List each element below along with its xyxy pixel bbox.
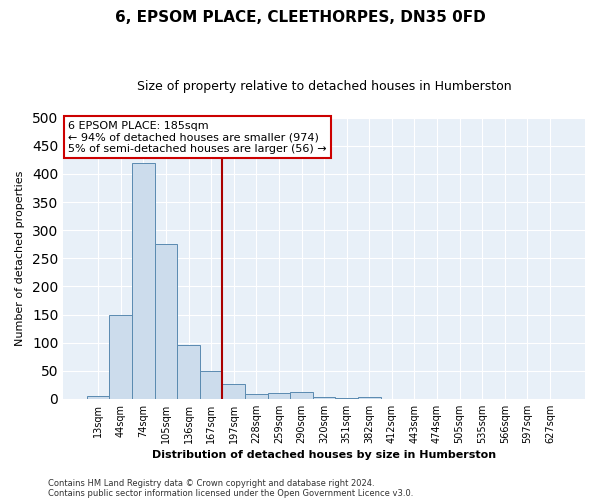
Bar: [358, 397, 380, 399]
Bar: [200, 370, 223, 399]
Bar: [155, 244, 177, 399]
Text: 6, EPSOM PLACE, CLEETHORPES, DN35 0FD: 6, EPSOM PLACE, CLEETHORPES, DN35 0FD: [115, 10, 485, 25]
Text: Contains public sector information licensed under the Open Government Licence v3: Contains public sector information licen…: [48, 488, 413, 498]
Title: Size of property relative to detached houses in Humberston: Size of property relative to detached ho…: [137, 80, 511, 93]
Bar: [245, 394, 268, 399]
X-axis label: Distribution of detached houses by size in Humberston: Distribution of detached houses by size …: [152, 450, 496, 460]
Text: Contains HM Land Registry data © Crown copyright and database right 2024.: Contains HM Land Registry data © Crown c…: [48, 478, 374, 488]
Bar: [223, 384, 245, 399]
Bar: [177, 346, 200, 399]
Bar: [313, 397, 335, 399]
Y-axis label: Number of detached properties: Number of detached properties: [15, 170, 25, 346]
Bar: [87, 396, 109, 399]
Bar: [132, 162, 155, 399]
Bar: [109, 314, 132, 399]
Bar: [290, 392, 313, 399]
Bar: [268, 392, 290, 399]
Bar: [335, 398, 358, 399]
Text: 6 EPSOM PLACE: 185sqm
← 94% of detached houses are smaller (974)
5% of semi-deta: 6 EPSOM PLACE: 185sqm ← 94% of detached …: [68, 120, 327, 154]
